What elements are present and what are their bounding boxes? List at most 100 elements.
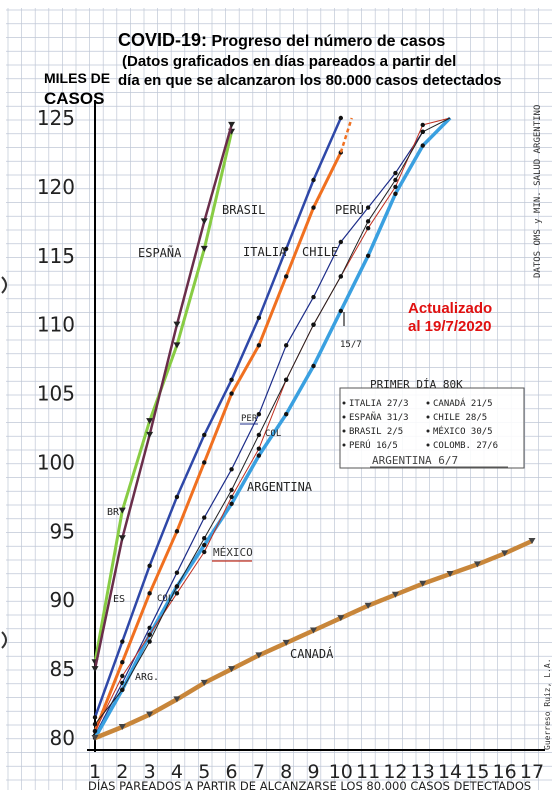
data-point-canada xyxy=(528,537,536,544)
legend-entry: CANADÁ 21/5 xyxy=(433,397,493,409)
data-point-colombia xyxy=(365,219,371,224)
data-point-canada xyxy=(282,639,290,646)
data-point-argentina xyxy=(202,542,207,548)
label-es-short: ES xyxy=(113,594,125,605)
x-tick-label: 16 xyxy=(493,761,517,783)
chart-title: COVID-19: Progreso del número de casos xyxy=(118,30,445,51)
label-chile: CHILE xyxy=(302,245,338,259)
legend-bullet xyxy=(426,429,430,433)
updated-note-line2: al 19/7/2020 xyxy=(408,318,492,335)
data-point-canada xyxy=(91,735,99,741)
data-point-argentina xyxy=(256,453,262,458)
y-tick-label: 80 xyxy=(50,726,75,750)
y-tick-label: 85 xyxy=(50,657,75,681)
data-point-argentina xyxy=(338,308,344,314)
label-date-mark: 15/7 xyxy=(340,340,362,350)
legend-entry: CHILE 28/5 xyxy=(433,413,487,423)
y-tick-label: 90 xyxy=(50,588,75,612)
data-point-canada xyxy=(446,571,454,578)
legend-entry: ESPAÑA 31/3 xyxy=(349,412,409,423)
data-point-espana xyxy=(146,431,154,438)
data-point-peru xyxy=(311,294,316,300)
data-point-canada xyxy=(228,666,236,673)
series-line-espana xyxy=(93,124,233,670)
data-point-chile xyxy=(147,591,152,596)
data-point-canada xyxy=(337,615,345,622)
data-point-espana xyxy=(91,666,99,673)
data-point-peru xyxy=(229,467,234,472)
x-tick-label: 14 xyxy=(438,761,462,783)
y-tick-label: 115 xyxy=(37,244,75,268)
data-point-canada xyxy=(146,711,154,718)
y-axis-label-line2: CASOS xyxy=(44,89,105,108)
data-point-mexico xyxy=(256,446,262,451)
data-point-chile xyxy=(120,660,125,665)
data-point-argentina xyxy=(420,143,425,148)
y-axis-label-line1: MILES DE xyxy=(44,70,111,86)
x-tick-label: 8 xyxy=(280,761,292,783)
data-point-mexico xyxy=(420,122,425,128)
data-point-chile xyxy=(202,460,207,465)
data-point-chile xyxy=(229,391,234,396)
data-point-mexico xyxy=(229,494,234,500)
data-point-chile xyxy=(283,274,289,279)
data-point-canada xyxy=(173,696,181,703)
data-point-peru xyxy=(147,625,152,630)
legend-bullet xyxy=(426,415,430,419)
data-point-peru xyxy=(202,515,207,520)
x-tick-label: 1 xyxy=(89,761,101,783)
legend-entry-argentina: ARGENTINA 6/7 xyxy=(372,454,458,467)
data-point-italia xyxy=(256,315,262,320)
x-tick-label: 10 xyxy=(329,761,353,783)
label-espana: ESPAÑA xyxy=(138,245,182,260)
series-line-brasil xyxy=(93,131,234,663)
chart-subtitle-line2: día en que se alcanzaron los 80.000 caso… xyxy=(118,72,502,89)
data-point-italia xyxy=(311,177,316,183)
data-point-canada xyxy=(391,591,399,598)
data-point-italia xyxy=(338,115,344,121)
data-point-espana xyxy=(228,121,236,128)
data-point-espana xyxy=(118,535,126,542)
legend-entry: PERÚ 16/5 xyxy=(349,439,398,451)
label-peru: PERÚ xyxy=(335,202,364,217)
data-point-argentina xyxy=(393,191,398,196)
data-point-canada xyxy=(200,679,208,686)
data-point-canada xyxy=(118,723,126,730)
legend-entry: COLOMB. 27/6 xyxy=(433,441,498,451)
data-point-mexico xyxy=(92,728,98,734)
data-point-colombia xyxy=(338,274,344,279)
y-tick-label: 110 xyxy=(37,313,75,337)
data-point-argentina xyxy=(229,501,234,506)
legend-bullet xyxy=(342,415,346,419)
series-line-italia xyxy=(93,117,342,718)
data-point-colombia xyxy=(120,687,125,692)
binder-hole xyxy=(1,631,7,649)
data-point-mexico xyxy=(202,549,207,555)
data-point-colombia xyxy=(202,536,207,541)
data-point-brasil xyxy=(118,507,126,514)
chart-subtitle-line1: (Datos graficados en días pareados a par… xyxy=(122,53,457,70)
y-tick-label: 125 xyxy=(37,106,75,130)
title-main: Progreso del número de casos xyxy=(207,33,446,50)
label-arg-short: ARG. xyxy=(135,672,159,683)
data-point-argentina xyxy=(283,412,289,417)
data-point-colombia xyxy=(256,432,262,438)
data-point-argentina xyxy=(311,363,316,369)
data-point-canada xyxy=(501,550,509,557)
data-point-italia xyxy=(120,639,125,644)
y-tick-label: 120 xyxy=(37,175,75,199)
x-tick-label: 11 xyxy=(356,761,380,783)
data-point-peru xyxy=(256,412,262,417)
x-tick-label: 12 xyxy=(383,761,407,783)
x-axis-label: DÍAS PAREADOS A PARTIR DE ALCANZARSE LOS… xyxy=(88,778,531,793)
data-point-chile xyxy=(311,205,316,210)
data-point-chile xyxy=(256,343,262,348)
data-point-canada xyxy=(473,561,481,568)
y-tick-label: 105 xyxy=(37,382,75,406)
legend-entry: MÉXICO 30/5 xyxy=(433,425,493,437)
data-point-mexico xyxy=(120,673,125,679)
label-canada: CANADÁ xyxy=(290,646,334,661)
y-tick-label: 100 xyxy=(37,450,75,474)
x-tick-label: 6 xyxy=(226,761,238,783)
data-point-colombia xyxy=(393,177,398,183)
